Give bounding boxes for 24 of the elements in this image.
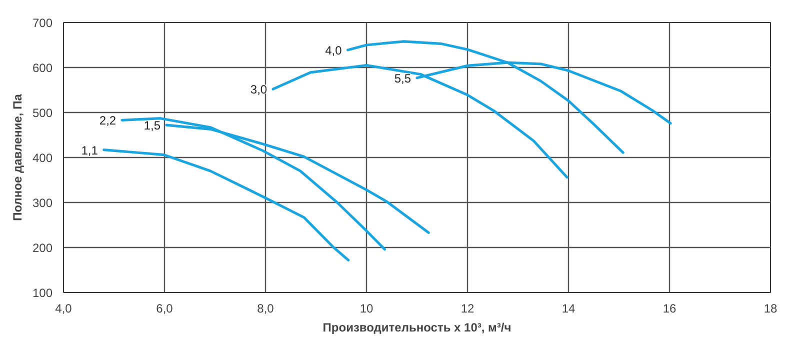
- y-tick-label: 700: [32, 16, 53, 30]
- x-tick-label: 12: [460, 302, 474, 316]
- series-label: 2,2: [99, 114, 116, 128]
- y-tick-label: 500: [32, 106, 53, 120]
- series-label: 3,0: [250, 82, 268, 97]
- x-tick-label: 10: [360, 302, 374, 316]
- x-axis-title: Производительность х 10³, м³/ч: [322, 320, 512, 334]
- y-tick-label: 100: [32, 286, 53, 300]
- series-label: 1,1: [81, 143, 98, 158]
- x-tick-label: 14: [562, 302, 576, 316]
- x-tick-label: 8,0: [257, 302, 274, 316]
- x-tick-label: 4,0: [55, 302, 72, 316]
- series-label: 4,0: [325, 43, 342, 58]
- series-label: 5,5: [394, 71, 412, 86]
- y-tick-label: 300: [32, 196, 53, 210]
- x-tick-label: 16: [662, 302, 676, 316]
- x-tick-label: 6,0: [156, 302, 174, 316]
- series-label: 1,5: [144, 118, 161, 133]
- x-tick-label: 18: [764, 302, 778, 316]
- line-series: [102, 148, 350, 262]
- y-axis-title: Полное давление, Па: [10, 94, 24, 221]
- y-tick-label: 400: [32, 151, 53, 165]
- y-tick-label: 200: [32, 241, 53, 255]
- y-tick-label: 600: [32, 61, 53, 75]
